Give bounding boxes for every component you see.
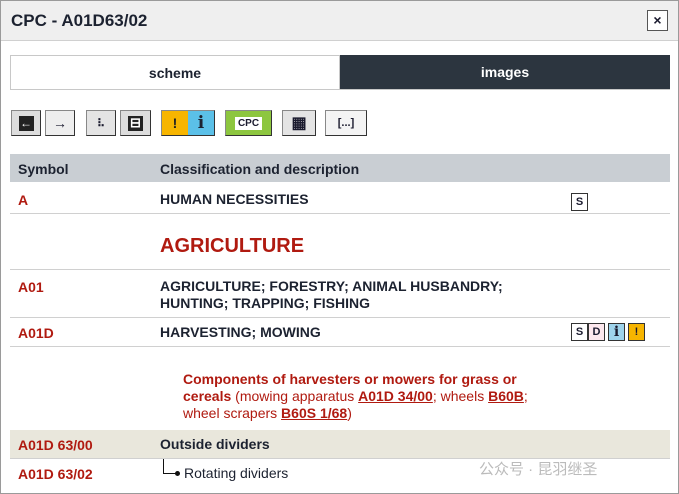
table-row[interactable]: A01D HARVESTING; MOWING S D i !: [10, 318, 670, 347]
cpc-icon: CPC: [234, 116, 263, 130]
statistics-icon[interactable]: S: [571, 193, 588, 211]
window-title: CPC - A01D63/02: [11, 11, 148, 30]
table-row[interactable]: A01 AGRICULTURE; FORESTRY; ANIMAL HUSBAN…: [10, 270, 670, 318]
expand-button[interactable]: ⊟: [120, 110, 151, 136]
table-header: Symbol Classification and description: [10, 154, 670, 182]
group-title: Components of harvesters or mowers for g…: [183, 371, 517, 404]
bullet-icon: [175, 471, 180, 476]
statistics-icon[interactable]: S: [571, 323, 588, 341]
tab-divider: [10, 89, 670, 90]
close-button[interactable]: ×: [647, 10, 668, 31]
header-description: Classification and description: [160, 161, 360, 177]
row-symbol[interactable]: A01D 63/00: [18, 437, 93, 453]
arrow-left-icon: ←: [18, 115, 34, 131]
row-description: HARVESTING; MOWING: [160, 324, 321, 340]
row-description: HUMAN NECESSITIES: [160, 191, 309, 207]
table-row-selected[interactable]: A01D 63/00 Outside dividers: [10, 430, 670, 459]
table-row: AGRICULTURE: [10, 214, 670, 270]
note-text: ; wheels: [432, 388, 489, 404]
definition-icon[interactable]: D: [588, 323, 605, 341]
warning-icon: !: [162, 111, 188, 135]
reference-link[interactable]: B60S 1/68: [281, 405, 348, 421]
hierarchy-icon: ⊟: [128, 115, 143, 131]
note-text: (mowing apparatus: [231, 388, 359, 404]
ellipsis-icon: [...]: [337, 117, 355, 129]
previous-button[interactable]: ←: [11, 110, 41, 136]
arrow-right-icon: →: [53, 115, 67, 131]
tree-icon: ⠧: [96, 117, 106, 130]
note-text: ): [347, 405, 352, 421]
watermark: 公众号 · 昆羽继圣: [479, 461, 598, 478]
reference-link[interactable]: B60B: [488, 388, 524, 404]
tab-scheme[interactable]: scheme: [10, 55, 340, 89]
tree-branch-icon: [163, 459, 177, 474]
row-description: Rotating dividers: [184, 465, 289, 481]
warning-info-button[interactable]: ! i: [161, 110, 215, 136]
tree-button[interactable]: ⠧: [86, 110, 116, 136]
group-description: Components of harvesters or mowers for g…: [183, 371, 563, 422]
row-symbol[interactable]: A: [18, 192, 29, 208]
tab-images[interactable]: images: [340, 55, 670, 89]
row-symbol[interactable]: A01: [18, 279, 44, 295]
table-button[interactable]: ▦: [282, 110, 316, 136]
note-text: ; wheel scrapers: [183, 388, 528, 421]
next-button[interactable]: →: [45, 110, 75, 136]
table-icon: ▦: [291, 115, 307, 132]
reference-link[interactable]: A01D 34/00: [358, 388, 433, 404]
row-symbol[interactable]: A01D 63/02: [18, 466, 93, 482]
table-row[interactable]: A HUMAN NECESSITIES S: [10, 182, 670, 214]
info-icon: i: [188, 111, 214, 135]
row-description: AGRICULTURE; FORESTRY; ANIMAL HUSBANDRY;…: [160, 278, 503, 311]
info-icon[interactable]: i: [608, 323, 625, 341]
more-button[interactable]: [...]: [325, 110, 367, 136]
row-symbol[interactable]: A01D: [18, 325, 54, 341]
warning-icon[interactable]: !: [628, 323, 645, 341]
row-description: Outside dividers: [160, 436, 270, 452]
cpc-button[interactable]: CPC: [225, 110, 272, 136]
table-row[interactable]: A01D 63/02 Rotating dividers: [10, 459, 670, 489]
header-symbol: Symbol: [18, 161, 69, 177]
title-bar: CPC - A01D63/02 ×: [1, 1, 678, 41]
section-heading: AGRICULTURE: [160, 235, 305, 257]
